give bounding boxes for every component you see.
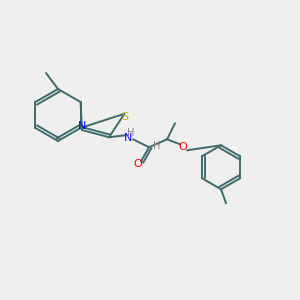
Text: O: O <box>179 142 188 152</box>
Text: H: H <box>128 128 135 138</box>
Text: N: N <box>78 121 86 131</box>
Text: O: O <box>134 159 142 169</box>
Text: N: N <box>124 133 132 143</box>
Text: H: H <box>153 141 161 151</box>
Text: S: S <box>121 112 128 122</box>
